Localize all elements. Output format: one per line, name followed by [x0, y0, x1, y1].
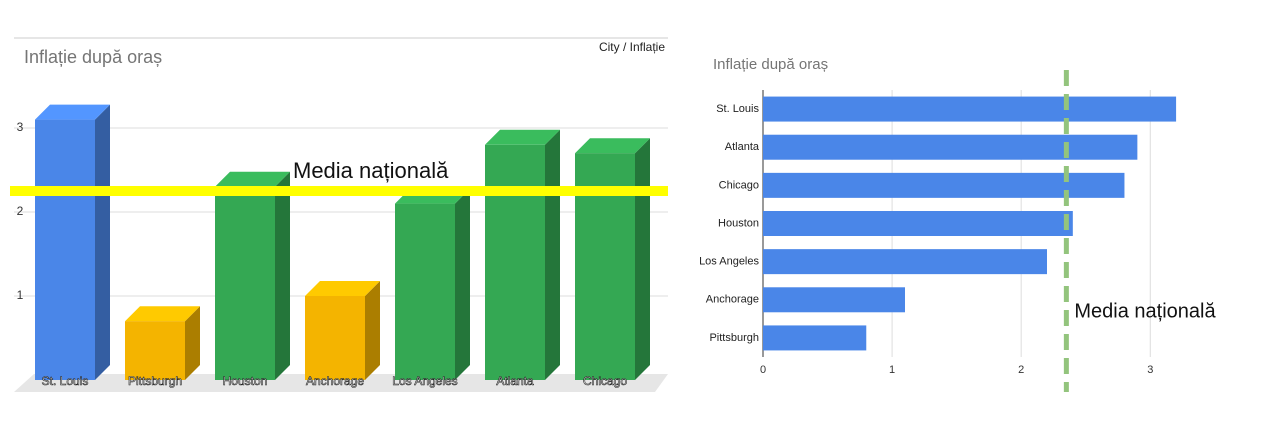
- bar: [395, 203, 455, 380]
- bar: [305, 296, 365, 380]
- bar-side: [635, 138, 650, 380]
- x-tick-label: Houston: [223, 374, 268, 388]
- annotation: Media națională: [293, 158, 449, 183]
- y-tick-label: Pittsburgh: [709, 332, 759, 344]
- bar-top: [125, 306, 200, 322]
- bar-top: [215, 171, 290, 187]
- y-tick-label: 1: [17, 288, 24, 302]
- x-tick-label: 3: [1147, 364, 1153, 376]
- bar-top: [305, 281, 380, 296]
- bar-top: [575, 138, 650, 154]
- y-tick-label: 2: [17, 204, 24, 218]
- bar: [763, 287, 905, 313]
- y-tick-label: Atlanta: [725, 141, 760, 153]
- bar-side: [275, 171, 290, 380]
- bar: [763, 172, 1125, 198]
- bar-side: [365, 281, 380, 380]
- y-tick-label: Anchorage: [706, 294, 759, 306]
- bar: [763, 96, 1177, 122]
- y-tick-label: Chicago: [719, 179, 759, 191]
- x-tick-label: 2: [1018, 364, 1024, 376]
- bar: [763, 134, 1138, 160]
- y-tick-label: St. Louis: [716, 103, 759, 115]
- bar: [763, 211, 1073, 236]
- bar: [763, 249, 1047, 275]
- legend: City / Inflație: [599, 40, 665, 54]
- bar: [485, 144, 545, 380]
- bar: [763, 325, 867, 351]
- x-tick-label: Anchorage: [306, 374, 364, 388]
- reference-line: [10, 186, 668, 196]
- y-tick-label: Los Angeles: [699, 256, 759, 268]
- annotation: Media națională: [1074, 300, 1216, 322]
- y-tick-label: Houston: [718, 217, 759, 229]
- bar-top: [35, 104, 110, 120]
- x-tick-label: 1: [889, 364, 895, 376]
- x-tick-label: Chicago: [583, 374, 627, 388]
- bar-side: [95, 104, 110, 380]
- x-tick-label: Los Angeles: [392, 374, 457, 388]
- bar: [215, 186, 275, 380]
- x-tick-label: 0: [760, 364, 766, 376]
- x-tick-label: Atlanta: [496, 374, 534, 388]
- y-tick-label: 3: [17, 120, 24, 134]
- chart-title: Inflație după oraș: [713, 56, 828, 73]
- x-tick-label: St. Louis: [42, 374, 89, 388]
- bar-side: [545, 129, 560, 380]
- chart-title: Inflație după oraș: [24, 47, 162, 67]
- bar: [35, 119, 95, 380]
- bar-top: [485, 129, 560, 145]
- x-tick-label: Pittsburgh: [128, 374, 182, 388]
- bar: [125, 321, 185, 380]
- bar-side: [185, 306, 200, 380]
- bar-side: [455, 188, 470, 380]
